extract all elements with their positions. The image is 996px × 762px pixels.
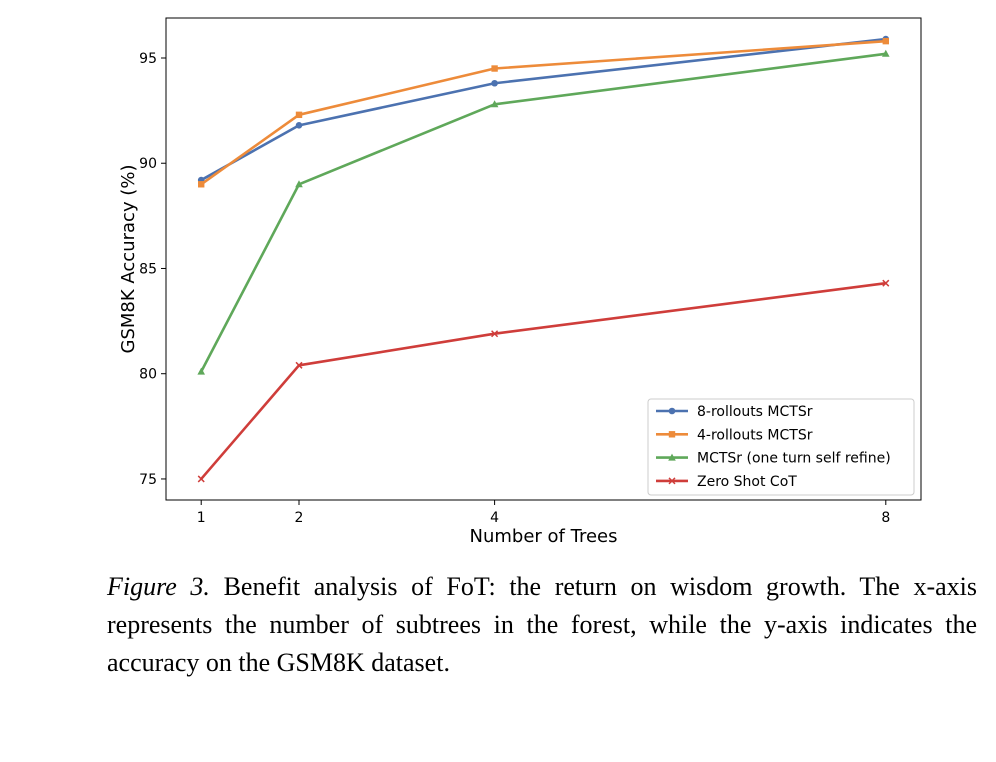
data-point	[197, 475, 205, 483]
y-tick-label: 95	[139, 51, 157, 67]
series-8-rollouts-mctsr	[197, 35, 890, 184]
data-point	[295, 111, 303, 119]
series-group	[197, 35, 890, 483]
series-line	[200, 52, 886, 373]
series-line	[200, 37, 886, 182]
data-point	[197, 367, 206, 375]
legend-label: MCTSr (one turn self refine)	[697, 451, 891, 467]
x-axis-ticks: 1 2 4 8	[197, 500, 890, 526]
y-tick-label: 90	[139, 156, 157, 172]
legend-entry: Zero Shot CoT	[656, 474, 797, 490]
plot-area	[165, 17, 922, 501]
legend-label: Zero Shot CoT	[697, 474, 797, 490]
caption-label: Figure 3.	[107, 572, 210, 601]
data-point	[295, 122, 303, 129]
line-chart: 1 2 4 8 75 80 85 90 95 Number of Trees GSM8K Ac…	[118, 17, 922, 547]
y-axis-label: GSM8K Accuracy (%)	[118, 165, 139, 354]
data-point	[295, 180, 303, 188]
data-point	[881, 49, 890, 57]
data-point	[198, 181, 205, 188]
legend-label: 4-rollouts MCTSr	[697, 427, 813, 443]
data-point	[490, 100, 499, 108]
legend-entry: 4-rollouts MCTSr	[656, 427, 813, 443]
legend-marker	[668, 453, 676, 461]
data-point	[882, 279, 890, 287]
series-line	[200, 281, 886, 480]
legend-entry: 8-rollouts MCTSr	[656, 404, 813, 420]
data-point	[491, 65, 498, 72]
legend-entry: MCTSr (one turn self refine)	[656, 451, 891, 467]
legend-label: 8-rollouts MCTSr	[697, 404, 813, 420]
figure-caption: Figure 3. Benefit analysis of FoT: the r…	[107, 568, 977, 682]
data-point	[295, 361, 303, 369]
y-tick-label: 80	[139, 367, 157, 383]
y-tick-label: 75	[139, 472, 157, 488]
caption-text: Benefit analysis of FoT: the return on w…	[107, 572, 977, 677]
legend-marker	[668, 477, 676, 485]
x-tick-label: 8	[881, 510, 890, 526]
series-zero-shot-cot	[197, 279, 890, 483]
series-line	[200, 39, 886, 186]
x-tick-label: 1	[197, 510, 206, 526]
x-tick-label: 2	[295, 510, 304, 526]
x-axis-label: Number of Trees	[470, 526, 618, 547]
data-point	[882, 37, 889, 45]
legend: 8-rollouts MCTSr 4-rollouts MCTSr MCTSr (o…	[647, 398, 915, 496]
x-tick-label: 4	[490, 510, 499, 526]
legend-box	[647, 398, 915, 496]
series-mctsr-one-turn-self-refine-	[197, 49, 890, 375]
y-tick-label: 85	[139, 261, 157, 277]
legend-marker	[668, 431, 676, 438]
data-point	[491, 79, 498, 87]
series-4-rollouts-mctsr	[198, 37, 889, 188]
y-axis-ticks: 75 80 85 90 95	[139, 51, 166, 488]
legend-marker	[668, 407, 676, 415]
data-point	[491, 330, 499, 338]
